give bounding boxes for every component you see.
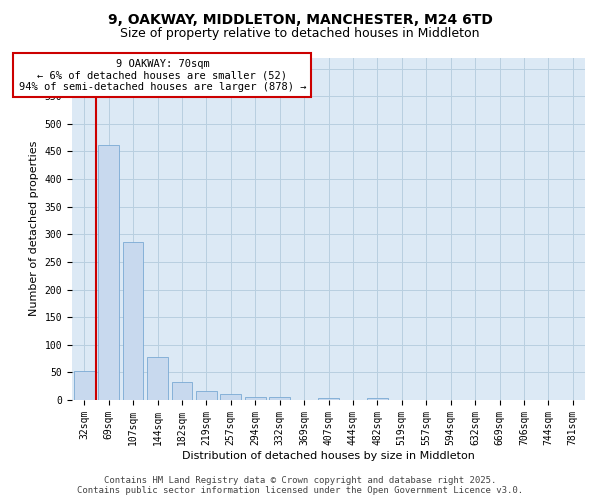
- Bar: [220, 394, 241, 400]
- Bar: [318, 398, 339, 400]
- Bar: [147, 358, 168, 400]
- Bar: [367, 398, 388, 400]
- Bar: [196, 391, 217, 400]
- Text: 9 OAKWAY: 70sqm
← 6% of detached houses are smaller (52)
94% of semi-detached ho: 9 OAKWAY: 70sqm ← 6% of detached houses …: [19, 58, 306, 92]
- Bar: [122, 242, 143, 400]
- Bar: [269, 397, 290, 400]
- Bar: [98, 145, 119, 400]
- Bar: [245, 397, 266, 400]
- Text: Size of property relative to detached houses in Middleton: Size of property relative to detached ho…: [120, 28, 480, 40]
- Text: 9, OAKWAY, MIDDLETON, MANCHESTER, M24 6TD: 9, OAKWAY, MIDDLETON, MANCHESTER, M24 6T…: [107, 12, 493, 26]
- Text: Contains HM Land Registry data © Crown copyright and database right 2025.
Contai: Contains HM Land Registry data © Crown c…: [77, 476, 523, 495]
- X-axis label: Distribution of detached houses by size in Middleton: Distribution of detached houses by size …: [182, 450, 475, 460]
- Bar: [172, 382, 193, 400]
- Bar: [74, 372, 95, 400]
- Y-axis label: Number of detached properties: Number of detached properties: [29, 141, 39, 316]
